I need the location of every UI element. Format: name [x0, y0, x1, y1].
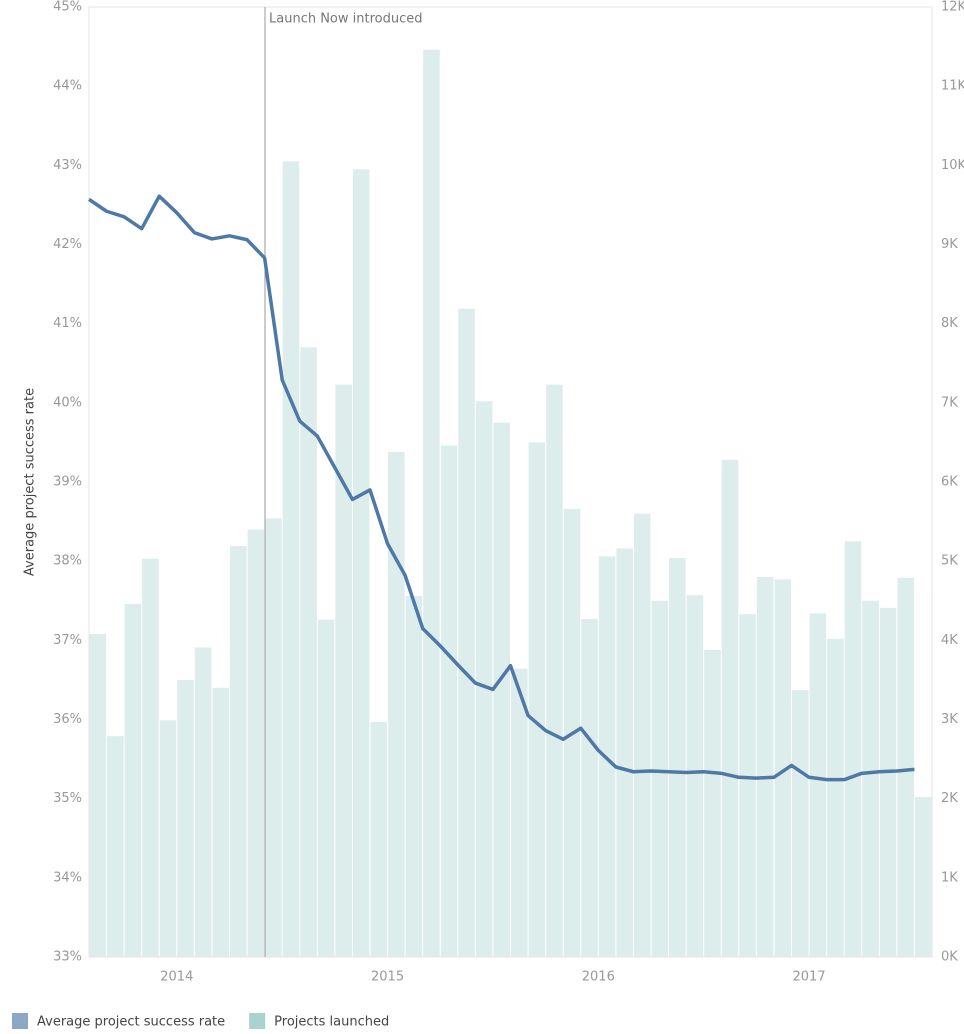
y2-tick-label: 4K: [941, 633, 958, 648]
bar: [440, 445, 458, 957]
bar: [862, 600, 879, 957]
bar: [423, 49, 440, 957]
y-tick-label: 42%: [53, 237, 82, 252]
bar: [879, 607, 897, 957]
y-tick-label: 38%: [53, 554, 82, 569]
y-tick-label: 45%: [53, 0, 82, 15]
bar: [300, 347, 317, 958]
bar: [194, 647, 212, 957]
bar: [265, 518, 282, 957]
bar: [282, 161, 300, 957]
bar: [107, 736, 124, 957]
bar: [142, 558, 159, 957]
x-tick-label: 2017: [793, 970, 826, 985]
bar: [124, 603, 142, 957]
y-tick-label: 41%: [53, 316, 82, 331]
bar-layer: [89, 49, 932, 958]
bar: [405, 596, 423, 957]
bar: [581, 618, 598, 957]
bar: [177, 679, 194, 957]
bar: [352, 169, 370, 957]
y-tick-label: 39%: [53, 475, 82, 490]
y2-tick-label: 9K: [941, 237, 958, 252]
y-tick-label: 44%: [53, 79, 82, 94]
y-tick-label: 34%: [53, 870, 82, 885]
x-tick-label: 2015: [371, 970, 404, 985]
y-axis-title: Average project success rate: [23, 388, 38, 576]
legend-swatch: [12, 1013, 28, 1029]
y-tick-label: 33%: [53, 950, 82, 965]
bar: [897, 577, 914, 957]
bar: [616, 548, 633, 957]
bar: [721, 459, 739, 957]
bar: [458, 308, 475, 957]
y2-tick-label: 5K: [941, 554, 958, 569]
bar: [686, 595, 704, 957]
bar: [212, 687, 229, 957]
y-tick-label: 43%: [53, 158, 82, 173]
y-tick-label: 40%: [53, 395, 82, 410]
bar: [633, 513, 651, 957]
plot-border: [88, 6, 933, 958]
y2-tick-label: 7K: [941, 395, 958, 410]
bar: [809, 613, 827, 957]
x-tick-label: 2014: [160, 970, 193, 985]
bar: [388, 451, 405, 957]
y2-tick-label: 11K: [941, 79, 964, 94]
bar: [651, 600, 669, 957]
bar: [739, 614, 756, 957]
bar: [493, 422, 510, 957]
y2-tick-label: 6K: [941, 475, 958, 490]
bar: [774, 579, 791, 957]
y2-tick-label: 3K: [941, 712, 958, 727]
bar: [159, 720, 177, 957]
legend-label: Average project success rate: [37, 1015, 225, 1030]
line: [88, 194, 915, 782]
y2-tick-label: 1K: [941, 870, 958, 885]
y-tick-label: 35%: [53, 791, 82, 806]
y2-tick-label: 0K: [941, 950, 958, 965]
bar: [511, 668, 528, 957]
bar: [317, 619, 335, 957]
annotation: Launch Now introduced: [269, 12, 423, 27]
y2-tick-label: 8K: [941, 316, 958, 331]
y-tick-label: 36%: [53, 712, 82, 727]
x-tick-label: 2016: [582, 970, 615, 985]
bar: [844, 541, 862, 957]
bar: [792, 690, 809, 957]
bar: [546, 384, 563, 957]
bar: [335, 384, 352, 957]
legend-label: Projects launched: [274, 1015, 389, 1030]
bar: [756, 577, 774, 957]
y-tick-label: 37%: [53, 633, 82, 648]
bar: [827, 638, 844, 957]
bar: [528, 442, 546, 958]
bar: [230, 546, 247, 957]
bar: [704, 649, 721, 957]
y2-tick-label: 12K: [941, 0, 964, 15]
bar: [247, 529, 265, 957]
y2-tick-label: 2K: [941, 791, 958, 806]
bar: [89, 634, 107, 957]
legend-swatch: [249, 1013, 266, 1029]
y2-tick-label: 10K: [941, 158, 964, 173]
bar: [669, 558, 686, 957]
bar: [475, 401, 493, 957]
bar: [370, 721, 388, 957]
bar: [914, 797, 932, 957]
